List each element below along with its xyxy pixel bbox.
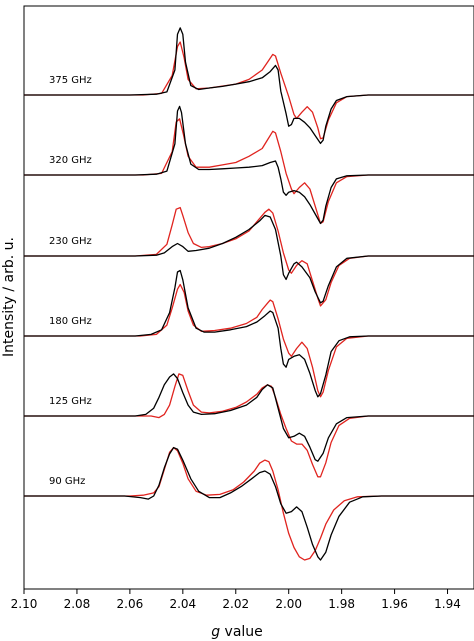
x-tick-label: 2.10 (11, 597, 38, 611)
trace-black-230-ghz (24, 214, 474, 304)
x-tick-label: 2.08 (64, 597, 91, 611)
frequency-label: 320 GHz (49, 155, 92, 166)
frequency-label: 90 GHz (49, 476, 85, 487)
x-tick-label: 2.02 (222, 597, 249, 611)
frequency-label: 180 GHz (49, 316, 92, 327)
x-tick-label: 2.06 (117, 597, 144, 611)
x-axis-label-text: value (220, 624, 263, 640)
trace-black-320-ghz (24, 105, 474, 225)
trace-red-375-ghz (24, 41, 474, 140)
x-tick-label: 1.94 (434, 597, 461, 611)
trace-red-230-ghz (24, 206, 474, 307)
frequency-label: 375 GHz (49, 75, 92, 86)
trace-black-125-ghz (24, 373, 474, 462)
plot-area-frame (23, 5, 474, 590)
x-axis-label: g value (211, 624, 263, 640)
x-axis-label-symbol: g (211, 624, 220, 640)
y-axis-label: Intensity / arb. u. (1, 237, 17, 357)
frequency-label: 230 GHz (49, 236, 92, 247)
x-tick-label: 2.00 (275, 597, 302, 611)
trace-red-90-ghz (24, 446, 474, 561)
frequency-labels: 375 GHz 320 GHz 230 GHz 180 GHz 125 GHz 90 GH… (49, 75, 92, 487)
trace-red-320-ghz (24, 118, 474, 225)
frequency-label: 125 GHz (49, 396, 92, 407)
x-axis: 2.10 2.08 2.06 2.04 2.02 2.00 1.98 1.96 1.94 (11, 589, 461, 611)
trace-black-375-ghz (24, 27, 474, 145)
trace-black-90-ghz (24, 446, 474, 561)
x-tick-label: 1.98 (328, 597, 355, 611)
x-tick-label: 1.96 (381, 597, 408, 611)
trace-black-180-ghz (24, 269, 474, 398)
x-tick-label: 2.04 (169, 597, 196, 611)
trace-red-125-ghz (24, 373, 474, 478)
spectra-traces (24, 27, 474, 561)
trace-red-180-ghz (24, 283, 474, 398)
